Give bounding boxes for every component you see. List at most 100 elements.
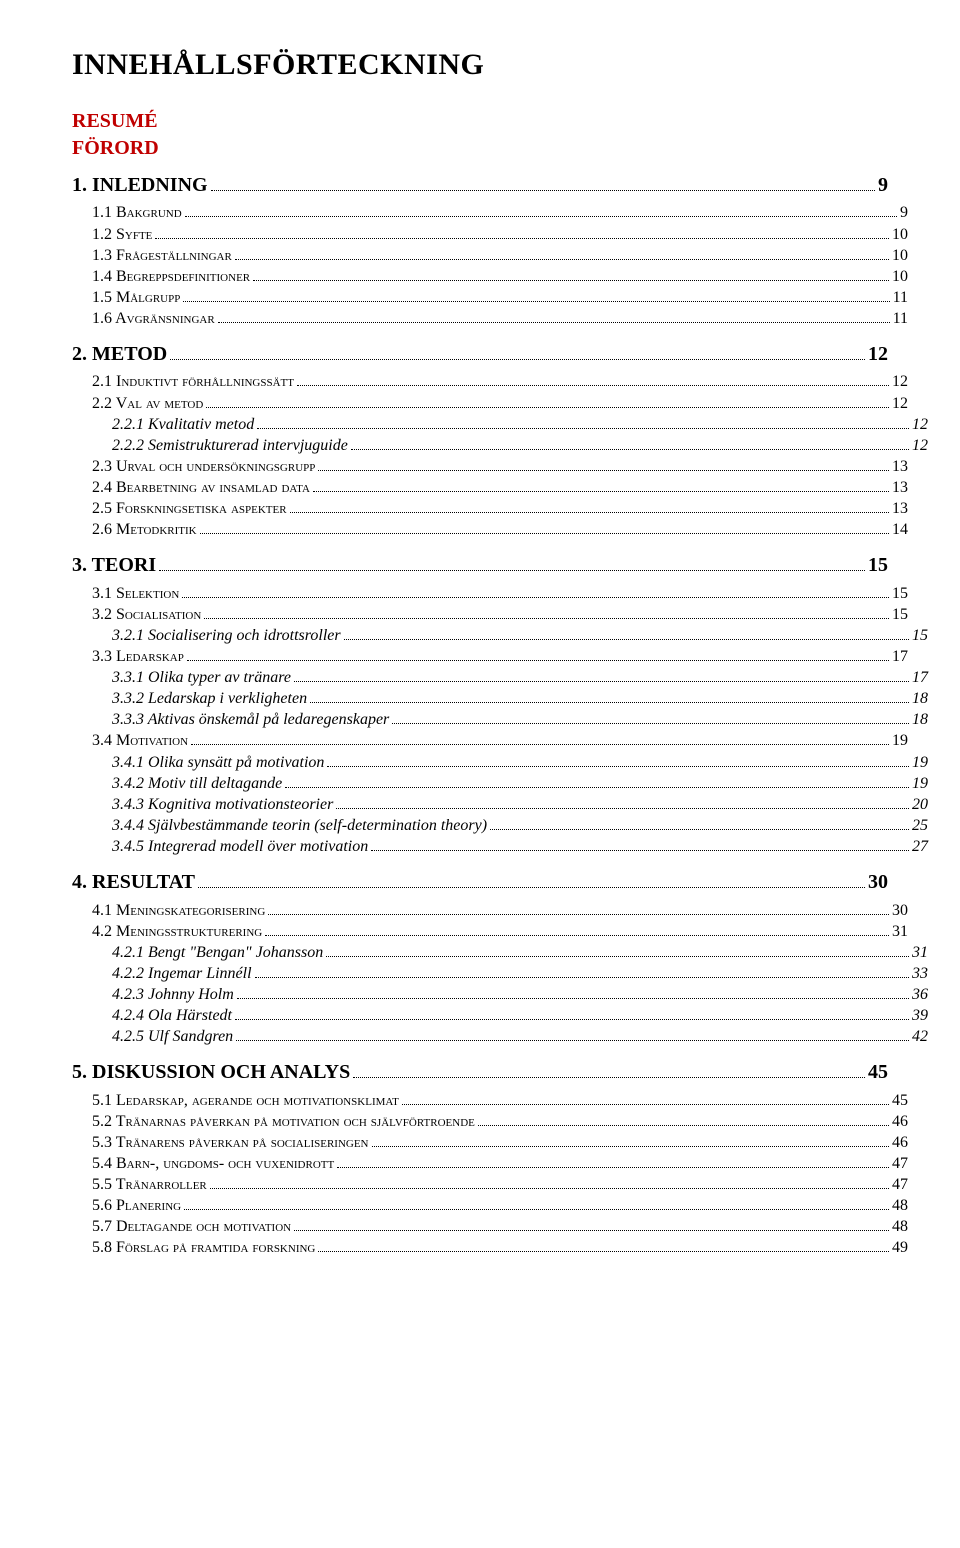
toc-entry-label: 5. DISKUSSION OCH ANALYS bbox=[72, 1059, 350, 1085]
toc-leader bbox=[235, 1009, 909, 1020]
toc-entry-label: 3. TEORI bbox=[72, 552, 156, 578]
toc-entry-page: 13 bbox=[892, 456, 908, 477]
toc-entry-page: 15 bbox=[868, 552, 888, 578]
toc-entry-label: 2.4 Bearbetning av insamlad data bbox=[92, 477, 310, 498]
toc-entry: 5.3 Tränarens påverkan på socialiseringe… bbox=[72, 1132, 908, 1153]
toc-entry-page: 12 bbox=[892, 393, 908, 414]
toc-leader bbox=[318, 459, 889, 470]
toc-leader bbox=[257, 417, 909, 428]
toc-entry-page: 47 bbox=[892, 1174, 908, 1195]
toc-entry: 4.2.5 Ulf Sandgren42 bbox=[72, 1026, 928, 1047]
toc-entry: 1.6 Avgränsningar11 bbox=[72, 308, 908, 329]
toc-entry-label: 1.3 Frågeställningar bbox=[92, 245, 232, 266]
toc-entry-page: 19 bbox=[912, 773, 928, 794]
toc-entry-label: 1.6 Avgränsningar bbox=[92, 308, 215, 329]
toc-entry-page: 10 bbox=[892, 224, 908, 245]
toc-entry-label: 3.4 Motivation bbox=[92, 730, 188, 751]
toc-entry-label: 5.4 Barn-, ungdoms- och vuxenidrott bbox=[92, 1153, 334, 1174]
toc-entry: 4.2.1 Bengt "Bengan" Johansson31 bbox=[72, 942, 928, 963]
toc-leader bbox=[294, 671, 909, 682]
toc-leader bbox=[155, 227, 889, 238]
toc-leader bbox=[187, 650, 889, 661]
toc-entry: 3.2.1 Socialisering och idrottsroller15 bbox=[72, 625, 928, 646]
toc-entry: 3.3 Ledarskap17 bbox=[72, 646, 908, 667]
toc-leader bbox=[206, 396, 889, 407]
toc-leader bbox=[327, 755, 909, 766]
toc-entry: 5.2 Tränarnas påverkan på motivation och… bbox=[72, 1111, 908, 1132]
toc-leader bbox=[478, 1114, 889, 1125]
toc-leader bbox=[255, 966, 909, 977]
toc-entry-label: 3.4.3 Kognitiva motivationsteorier bbox=[112, 794, 333, 815]
toc-leader bbox=[265, 924, 889, 935]
toc-entry-label: 3.2 Socialisation bbox=[92, 604, 201, 625]
toc-leader bbox=[210, 1178, 889, 1189]
toc-entry-label: 2.3 Urval och undersökningsgrupp bbox=[92, 456, 315, 477]
toc-entry-page: 11 bbox=[893, 287, 908, 308]
toc-entry-page: 42 bbox=[912, 1026, 928, 1047]
toc-entry-label: 4.2 Meningsstrukturering bbox=[92, 921, 262, 942]
toc-entry-page: 14 bbox=[892, 519, 908, 540]
toc-leader bbox=[211, 180, 875, 191]
toc-entry-page: 9 bbox=[878, 172, 888, 198]
toc-entry-label: 2.6 Metodkritik bbox=[92, 519, 197, 540]
toc-entry-label: 2. METOD bbox=[72, 341, 167, 367]
toc-entry-label: 5.6 Planering bbox=[92, 1195, 181, 1216]
toc-entry-label: 4.2.3 Johnny Holm bbox=[112, 984, 234, 1005]
toc-entry-page: 17 bbox=[912, 667, 928, 688]
toc-entry-label: 1.1 Bakgrund bbox=[92, 202, 182, 223]
toc-leader bbox=[318, 1241, 889, 1252]
toc-entry-label: 4.2.4 Ola Härstedt bbox=[112, 1005, 232, 1026]
toc-entry-label: 2.2.1 Kvalitativ metod bbox=[112, 414, 254, 435]
toc-leader bbox=[253, 269, 889, 280]
toc-leader bbox=[490, 819, 909, 830]
toc-entry-label: 3.4.4 Självbestämmande teorin (self-dete… bbox=[112, 815, 487, 836]
toc-leader bbox=[185, 206, 897, 217]
toc-leader bbox=[191, 734, 889, 745]
toc-entry: 1.2 Syfte10 bbox=[72, 224, 908, 245]
toc-entry-label: 3.4.1 Olika synsätt på motivation bbox=[112, 752, 324, 773]
toc-entry-label: 5.8 Förslag på framtida forskning bbox=[92, 1237, 315, 1258]
toc-leader bbox=[184, 1199, 889, 1210]
toc-entry-label: 3.4.5 Integrerad modell över motivation bbox=[112, 836, 368, 857]
toc-entry-page: 17 bbox=[892, 646, 908, 667]
toc-entry: 2.3 Urval och undersökningsgrupp 13 bbox=[72, 456, 908, 477]
toc-entry-page: 48 bbox=[892, 1216, 908, 1237]
toc-entry-label: 5.5 Tränarroller bbox=[92, 1174, 207, 1195]
toc-entry: 3.4.2 Motiv till deltagande19 bbox=[72, 773, 928, 794]
toc-entry-page: 15 bbox=[892, 604, 908, 625]
toc-leader bbox=[294, 1220, 889, 1231]
toc-entry-label: 5.7 Deltagande och motivation bbox=[92, 1216, 291, 1237]
toc-entry-page: 31 bbox=[892, 921, 908, 942]
toc-entry: 4. RESULTAT30 bbox=[72, 869, 888, 895]
toc-entry-page: 10 bbox=[892, 245, 908, 266]
toc-entry-label: 4.1 Meningskategorisering bbox=[92, 900, 265, 921]
toc-entry-page: 48 bbox=[892, 1195, 908, 1216]
toc-entry-page: 19 bbox=[912, 752, 928, 773]
toc-entry-page: 45 bbox=[892, 1090, 908, 1111]
toc-entry-page: 30 bbox=[868, 869, 888, 895]
toc-entry: 3.3.3 Aktivas önskemål på ledaregenskape… bbox=[72, 709, 928, 730]
front-matter-resume: RESUMÉ bbox=[72, 110, 888, 133]
toc-entry-label: 2.1 Induktivt förhållningssätt bbox=[92, 371, 294, 392]
toc-entry-page: 12 bbox=[868, 341, 888, 367]
toc-entry: 1.5 Målgrupp11 bbox=[72, 287, 908, 308]
toc-entry-label: 2.5 Forskningsetiska aspekter bbox=[92, 498, 287, 519]
toc-entry-page: 12 bbox=[912, 435, 928, 456]
toc-entry: 4.2.2 Ingemar Linnéll33 bbox=[72, 963, 928, 984]
toc-entry-label: 1.4 Begreppsdefinitioner bbox=[92, 266, 250, 287]
toc-entry: 3.2 Socialisation 15 bbox=[72, 604, 908, 625]
toc-leader bbox=[344, 629, 909, 640]
toc-entry-page: 36 bbox=[912, 984, 928, 1005]
toc-entry: 3.1 Selektion15 bbox=[72, 583, 908, 604]
toc-entry-page: 15 bbox=[892, 583, 908, 604]
toc-leader bbox=[351, 438, 909, 449]
toc-entry: 5.8 Förslag på framtida forskning49 bbox=[72, 1237, 908, 1258]
toc-entry: 1.1 Bakgrund9 bbox=[72, 202, 908, 223]
toc-leader bbox=[337, 1157, 889, 1168]
toc-entry-page: 46 bbox=[892, 1132, 908, 1153]
toc-leader bbox=[313, 481, 889, 492]
toc-entry: 5.5 Tränarroller 47 bbox=[72, 1174, 908, 1195]
toc-leader bbox=[392, 713, 909, 724]
toc-entry-page: 39 bbox=[912, 1005, 928, 1026]
toc-entry: 2.1 Induktivt förhållningssätt12 bbox=[72, 371, 908, 392]
